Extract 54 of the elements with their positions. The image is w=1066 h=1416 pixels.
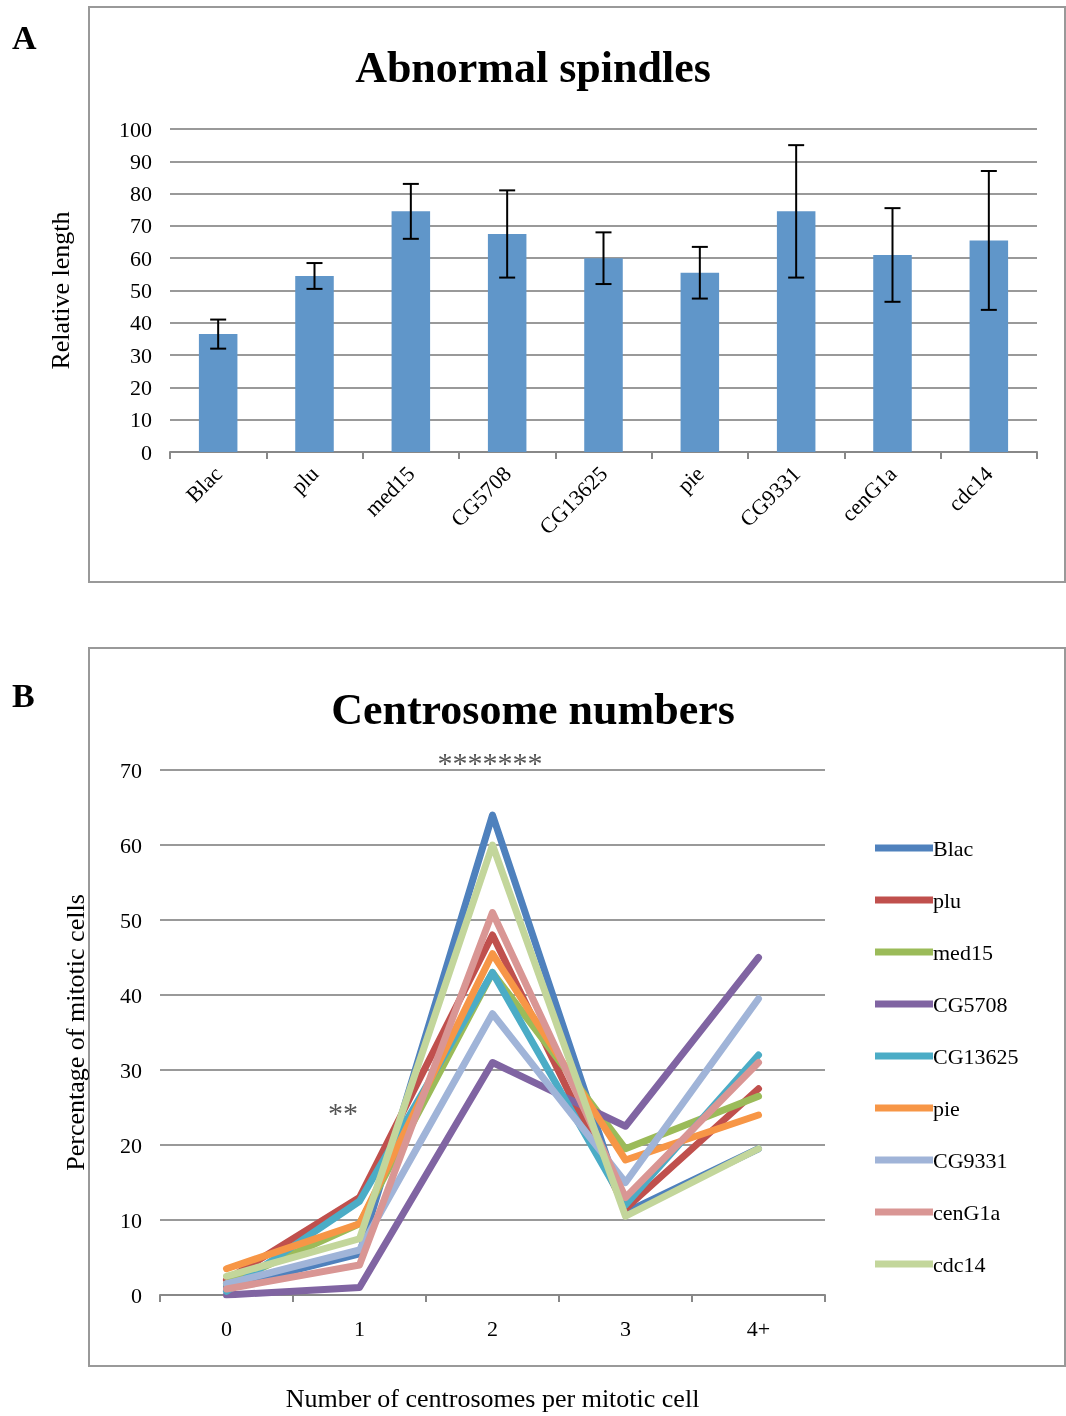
y-axis-title: Relative length — [45, 211, 75, 370]
y-tick-label: 10 — [120, 1207, 142, 1233]
legend-label: pie — [933, 1095, 960, 1121]
annotation: ** — [328, 1095, 358, 1129]
y-tick-label: 30 — [130, 342, 152, 368]
bar — [776, 211, 816, 452]
y-tick-label: 50 — [120, 907, 142, 933]
legend-label: cenG1a — [933, 1199, 1001, 1225]
y-tick-label: 0 — [141, 439, 152, 465]
chart-title: Abnormal spindles — [355, 42, 711, 92]
bar — [584, 258, 623, 452]
chart-title: Centrosome numbers — [331, 684, 735, 734]
y-tick-label: 100 — [119, 116, 152, 142]
x-tick-label: 4+ — [746, 1315, 771, 1341]
y-tick-label: 60 — [130, 245, 152, 271]
bar — [295, 275, 334, 452]
bar — [680, 272, 720, 452]
y-tick-label: 80 — [130, 181, 152, 207]
y-tick-label: 10 — [130, 407, 152, 433]
x-tick-label: 3 — [620, 1315, 631, 1341]
x-axis-title: Number of centrosomes per mitotic cell — [285, 1383, 700, 1413]
y-tick-label: 40 — [120, 982, 142, 1008]
legend-label: plu — [933, 887, 962, 913]
legend-label: CG9331 — [933, 1147, 1008, 1173]
y-tick-label: 70 — [130, 213, 152, 239]
text: B — [12, 676, 35, 714]
x-tick-label: pie — [672, 461, 709, 498]
y-tick-label: 70 — [120, 757, 142, 783]
legend-label: med15 — [933, 939, 993, 965]
y-axis-title: Percentage of mitotic cells — [60, 894, 90, 1171]
y-tick-label: 20 — [120, 1132, 142, 1158]
bar — [198, 334, 238, 452]
y-tick-label: 0 — [131, 1282, 142, 1308]
x-tick-label: Blac — [180, 461, 228, 508]
y-tick-label: 40 — [130, 310, 152, 336]
y-tick-label: 90 — [130, 148, 152, 174]
legend-label: CG13625 — [933, 1043, 1019, 1069]
x-tick-label: 1 — [354, 1315, 365, 1341]
bar — [969, 240, 1009, 452]
y-tick-label: 50 — [130, 278, 152, 303]
bar — [873, 254, 912, 452]
bar — [391, 211, 431, 452]
legend-label: CG5708 — [933, 991, 1008, 1017]
y-tick-label: 20 — [130, 374, 152, 400]
x-tick-label: 2 — [487, 1315, 498, 1341]
legend-label: Blac — [933, 835, 974, 861]
annotation: ******* — [437, 745, 543, 779]
text: A — [12, 18, 37, 56]
y-tick-label: 30 — [120, 1057, 142, 1083]
bar — [487, 233, 527, 452]
y-tick-label: 60 — [120, 832, 142, 858]
x-tick-label: plu — [285, 461, 324, 499]
legend-label: cdc14 — [933, 1251, 986, 1277]
x-tick-label: 0 — [221, 1315, 232, 1341]
